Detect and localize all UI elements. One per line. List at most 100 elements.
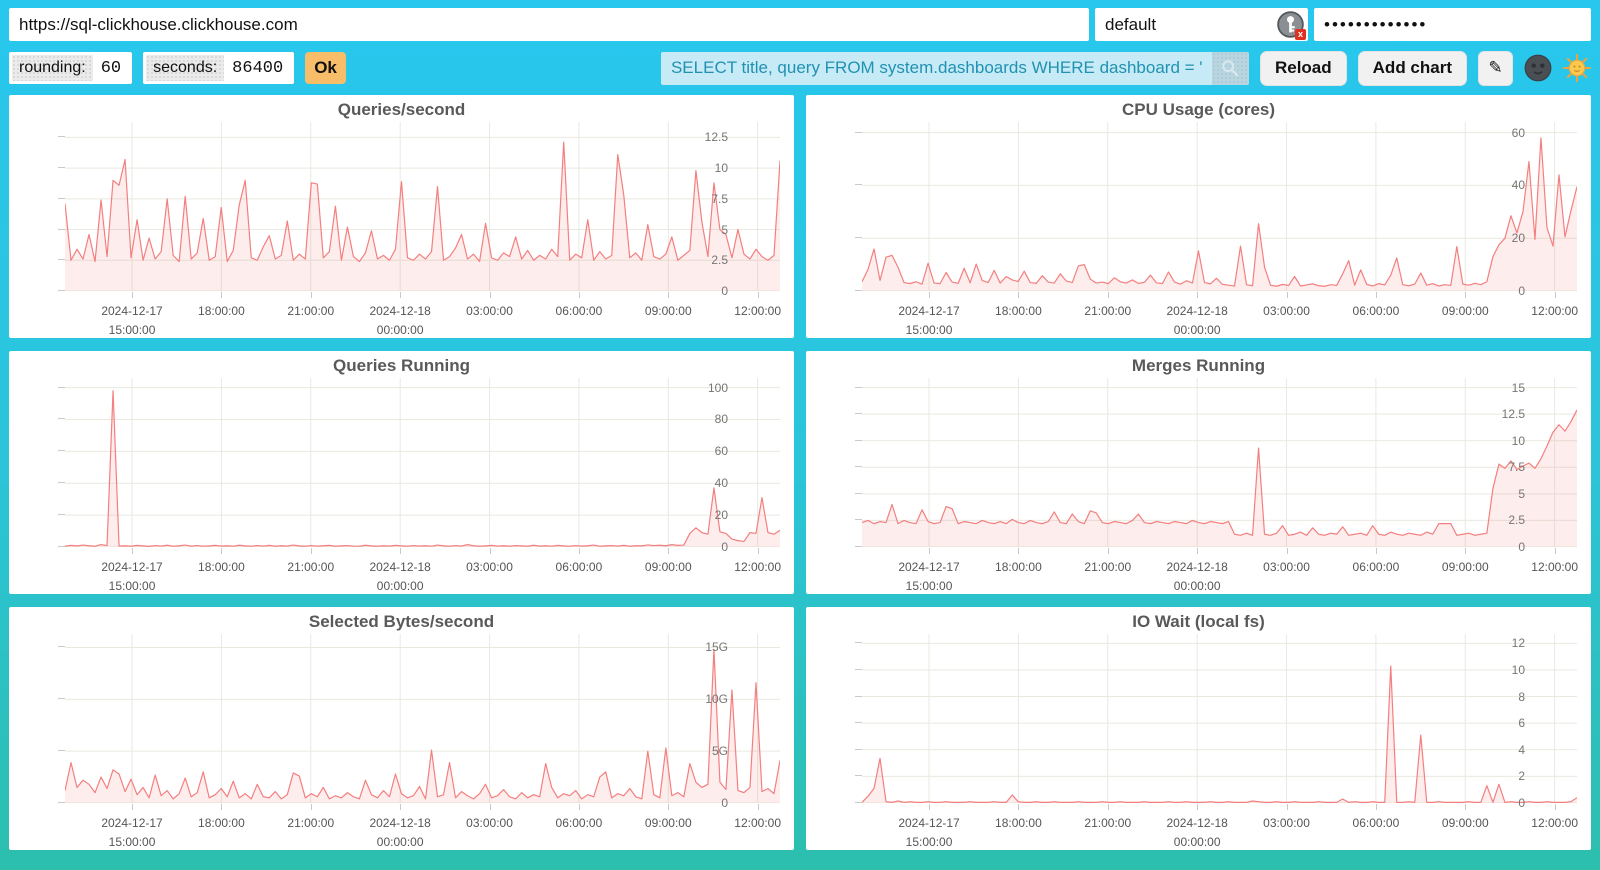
x-axis-tick-mark <box>310 804 312 810</box>
y-axis-tick-mark <box>855 237 862 239</box>
x-axis-tick-label: 09:00:00 <box>1441 560 1489 574</box>
chart-panel-queries-per-second[interactable]: Queries/second 0 2.5 5 7.5 10 12.5 2024-12-17 1… <box>9 95 794 338</box>
x-axis-tick-mark <box>1465 548 1467 554</box>
rounding-value[interactable]: 60 <box>92 56 130 80</box>
x-axis-tick-label: 06:00:00 <box>555 560 603 574</box>
y-axis-tick-mark <box>855 131 862 133</box>
y-axis-tick-mark <box>58 167 65 169</box>
x-axis-tick-mark <box>1107 804 1109 810</box>
y-axis-tick-label: 15G <box>705 640 728 655</box>
light-theme-toggle[interactable] <box>1562 53 1592 83</box>
chart-panel-selected-bytes[interactable]: Selected Bytes/second 0 5G 10G 15G 2024-12-1… <box>9 607 794 850</box>
x-axis: 2024-12-17 15:00:00 18:00:00 21:00:00 2024-1… <box>862 804 1578 850</box>
x-axis-tick-label: 03:00:00 <box>1263 304 1310 318</box>
x-axis-tick-mark <box>1286 292 1288 298</box>
x-axis-tick-label: 2024-12-18 00:00:00 <box>1166 816 1228 849</box>
x-axis-tick-mark <box>400 292 402 298</box>
x-axis-tick-label: 09:00:00 <box>644 560 692 574</box>
y-axis-tick-label: 8 <box>1518 689 1525 704</box>
y-axis-tick-mark <box>855 184 862 186</box>
y-axis-tick-label: 10 <box>1511 433 1525 448</box>
add-chart-button[interactable]: Add chart <box>1357 50 1467 86</box>
y-axis-tick-label: 7.5 <box>1508 460 1525 475</box>
x-axis-tick-label: 2024-12-17 15:00:00 <box>101 816 163 849</box>
chart-panel-cpu-usage[interactable]: CPU Usage (cores) 0 20 40 60 2024-12-17 15:00… <box>806 95 1591 338</box>
x-axis: 2024-12-17 15:00:00 18:00:00 21:00:00 2024-1… <box>65 292 782 338</box>
ok-button[interactable]: Ok <box>305 52 346 84</box>
password-input[interactable] <box>1314 8 1591 41</box>
y-axis-tick-label: 0 <box>1518 796 1525 810</box>
x-axis-tick-label: 21:00:00 <box>287 560 335 574</box>
x-axis-tick-mark <box>1375 548 1377 554</box>
x-axis-tick-label: 2024-12-18 00:00:00 <box>369 560 431 593</box>
x-axis-tick-label: 2024-12-17 15:00:00 <box>898 560 960 593</box>
y-axis-tick-label: 60 <box>714 444 728 459</box>
y-axis-tick-mark <box>58 482 65 484</box>
x-axis-tick-mark <box>400 804 402 810</box>
y-axis-tick-label: 5 <box>1518 486 1525 501</box>
search-button[interactable] <box>1211 51 1249 85</box>
server-url-input[interactable] <box>9 8 1089 41</box>
y-axis-tick-label: 6 <box>1518 716 1525 731</box>
y-axis-tick-mark <box>855 413 862 415</box>
x-axis-tick-label: 12:00:00 <box>734 560 782 574</box>
y-axis-tick-mark <box>855 722 862 724</box>
x-axis-tick-mark <box>757 292 759 298</box>
chart-panel-merges-running[interactable]: Merges Running 0 2.5 5 7.5 10 12.5 15 2024-12-1… <box>806 351 1591 594</box>
y-axis-tick-label: 0 <box>1518 284 1525 298</box>
rounding-label: rounding: <box>12 55 93 81</box>
x-axis-tick-label: 2024-12-17 15:00:00 <box>898 304 960 337</box>
dashboard-query-input[interactable] <box>660 51 1212 85</box>
y-axis-tick-mark <box>855 290 862 291</box>
y-axis-tick-mark <box>855 668 862 670</box>
seconds-label: seconds: <box>146 55 225 81</box>
x-axis-tick-mark <box>221 804 223 810</box>
reload-button[interactable]: Reload <box>1259 50 1347 86</box>
password-manager-key-icon[interactable]: x <box>1277 11 1306 40</box>
chart-panel-io-wait[interactable]: IO Wait (local fs) 0 2 4 6 8 10 12 2024-12-17 15… <box>806 607 1591 850</box>
x-axis-tick-label: 2024-12-18 00:00:00 <box>1166 304 1228 337</box>
dashboard-query-group <box>660 51 1249 85</box>
x-axis-tick-mark <box>1197 804 1199 810</box>
x-axis-tick-label: 03:00:00 <box>1263 560 1310 574</box>
x-axis-tick-label: 12:00:00 <box>734 304 782 318</box>
edit-button[interactable]: ✎ <box>1478 50 1513 86</box>
chart-title: Queries/second <box>337 100 466 119</box>
x-axis-tick-label: 18:00:00 <box>198 816 245 830</box>
y-axis-tick-mark <box>58 698 65 700</box>
y-axis-tick-mark <box>58 136 65 138</box>
x-axis: 2024-12-17 15:00:00 18:00:00 21:00:00 2024-1… <box>862 548 1578 594</box>
x-axis-tick-label: 2024-12-17 15:00:00 <box>101 560 163 593</box>
y-axis-tick-mark <box>58 646 65 648</box>
x-axis-tick-label: 06:00:00 <box>1352 816 1400 830</box>
y-axis-tick-label: 12.5 <box>704 130 728 145</box>
y-axis-tick-mark <box>58 197 65 199</box>
chart-panel-queries-running[interactable]: Queries Running 0 20 40 60 80 100 2024-12-17 15… <box>9 351 794 594</box>
y-axis-tick-mark <box>58 514 65 516</box>
x-axis-tick-label: 2024-12-17 15:00:00 <box>898 816 960 849</box>
x-axis: 2024-12-17 15:00:00 18:00:00 21:00:00 2024-1… <box>65 804 782 850</box>
x-axis-tick-mark <box>1107 548 1109 554</box>
x-axis-tick-label: 06:00:00 <box>555 304 603 318</box>
y-axis-tick-label: 0 <box>721 284 728 298</box>
x-axis-tick-label: 12:00:00 <box>734 816 782 830</box>
y-axis-tick-label: 20 <box>714 508 728 523</box>
x-axis-tick-mark <box>132 292 134 298</box>
y-axis-tick-label: 5 <box>721 222 728 237</box>
x-axis-tick-mark <box>1286 548 1288 554</box>
x-axis-tick-mark <box>400 548 402 554</box>
seconds-value[interactable]: 86400 <box>224 56 292 80</box>
y-axis-tick-label: 10 <box>1511 662 1525 677</box>
x-axis-tick-mark <box>929 804 931 810</box>
y-axis-tick-label: 0 <box>1518 540 1525 554</box>
y-axis-tick-label: 12.5 <box>1501 407 1525 422</box>
chart-plot-area <box>65 122 780 291</box>
y-axis-tick-label: 5G <box>711 744 728 759</box>
user-input[interactable] <box>1095 8 1308 41</box>
y-axis-tick-mark <box>855 802 862 803</box>
y-axis-tick-label: 10 <box>714 161 728 176</box>
dark-theme-toggle[interactable] <box>1524 54 1552 82</box>
x-axis: 2024-12-17 15:00:00 18:00:00 21:00:00 2024-1… <box>862 292 1578 338</box>
x-axis-tick-label: 06:00:00 <box>555 816 603 830</box>
x-axis-tick-mark <box>1018 804 1020 810</box>
